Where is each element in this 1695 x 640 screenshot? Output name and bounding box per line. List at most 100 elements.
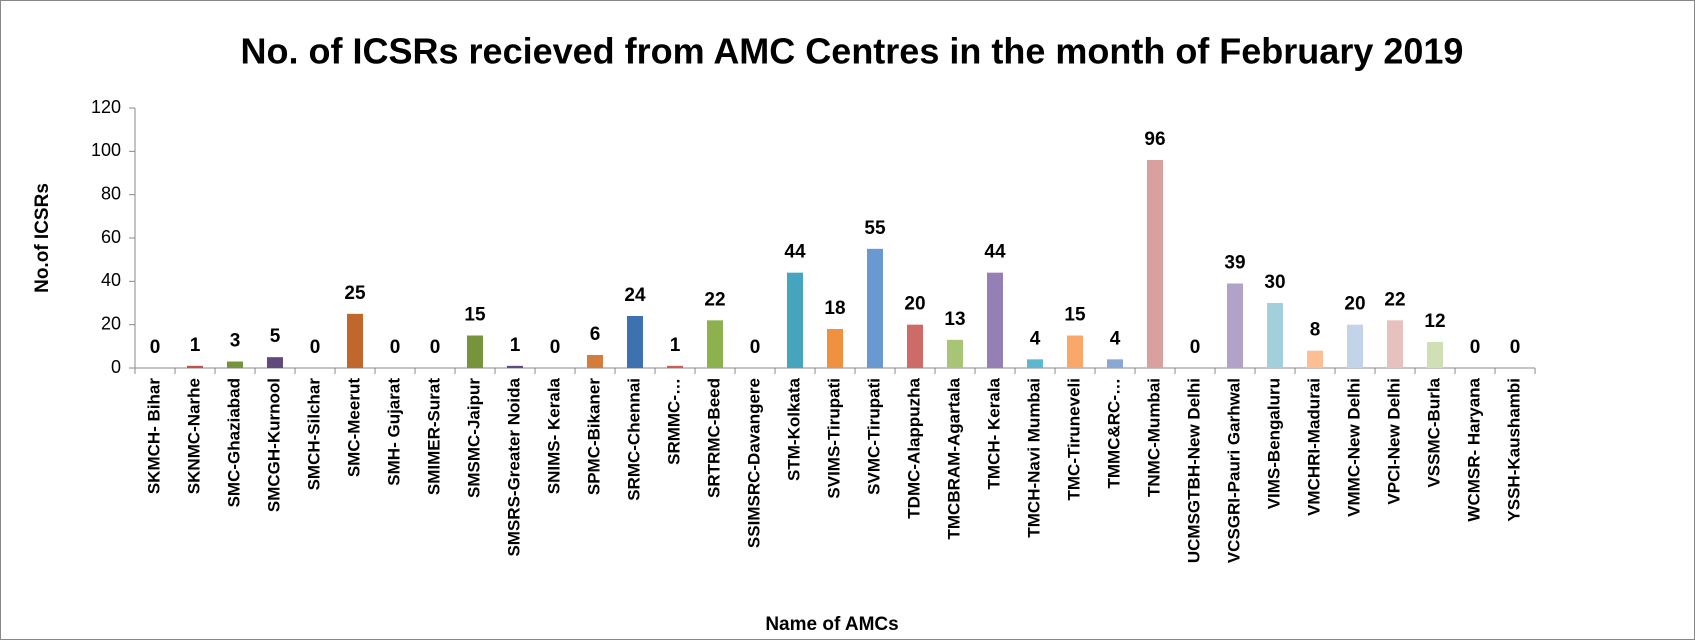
x-tick-label: TMCH- Kerala: [984, 377, 1003, 489]
x-tick-label: TMCBRAM-Agartala: [944, 377, 963, 539]
value-label: 0: [310, 337, 321, 358]
value-label: 0: [1190, 337, 1201, 358]
y-tick-label: 20: [101, 313, 121, 333]
value-label: 22: [1384, 289, 1405, 310]
value-label: 96: [1144, 129, 1165, 150]
bar: [1307, 350, 1323, 368]
bar: [867, 248, 883, 368]
value-label: 30: [1264, 272, 1285, 293]
x-tick-label: SMCH-Silchar: [304, 378, 323, 491]
bar: [667, 365, 683, 368]
value-label: 0: [550, 337, 561, 358]
x-tick-label: SMSMC-Jaipur: [464, 378, 483, 498]
value-label: 22: [704, 289, 725, 310]
bar: [987, 272, 1003, 368]
x-tick-label: SMIMER-Surat: [424, 378, 443, 495]
x-tick-label: TMCH-Navi Mumbai: [1024, 378, 1043, 538]
x-tick-label: SKNMC-Narhe: [184, 378, 203, 494]
bar: [507, 365, 523, 368]
value-label: 1: [190, 335, 201, 356]
x-tick-label: YSSH-Kaushambi: [1504, 378, 1523, 522]
value-label: 25: [344, 283, 366, 304]
x-tick-label: VIMS-Bengaluru: [1264, 378, 1283, 509]
y-tick-label: 120: [91, 97, 121, 117]
x-tick-label: SPMC-Bikaner: [584, 378, 603, 496]
bar: [1227, 283, 1243, 368]
bar: [267, 357, 283, 368]
bar: [1347, 324, 1363, 368]
x-tick-label: STM-Kolkata: [784, 377, 803, 481]
bar: [947, 339, 963, 368]
value-label: 20: [1344, 294, 1365, 315]
bar: [187, 365, 203, 368]
bar: [707, 320, 723, 368]
chart-title: No. of ICSRs recieved from AMC Centres i…: [241, 31, 1464, 72]
bar: [227, 361, 243, 368]
x-tick-label: VMMC-New Delhi: [1344, 378, 1363, 517]
y-tick-label: 40: [101, 270, 121, 290]
value-label: 1: [510, 335, 521, 356]
bar: [907, 324, 923, 368]
y-tick-label: 0: [111, 357, 121, 377]
x-tick-label: VSSMC-Burla: [1424, 377, 1443, 487]
x-tick-label: SNIMS- Kerala: [544, 377, 563, 494]
value-label: 12: [1424, 311, 1445, 332]
bar: [1147, 160, 1163, 368]
y-axis-label: No.of ICSRs: [32, 183, 53, 293]
x-tick-label: SMH- Gujarat: [384, 378, 403, 486]
bar: [787, 272, 803, 368]
x-tick-label: UCMSGTBH-New Delhi: [1184, 378, 1203, 563]
x-tick-label: VPCI-New Delhi: [1384, 378, 1403, 505]
value-label: 0: [1510, 337, 1521, 358]
value-label: 0: [150, 337, 161, 358]
x-tick-label: SRMMC-…: [664, 378, 683, 465]
bar: [587, 355, 603, 368]
x-tick-label: SVIMS-Tirupati: [824, 378, 843, 499]
value-label: 0: [390, 337, 401, 358]
value-label: 13: [944, 309, 965, 330]
x-tick-label: SSIMSRC-Davangere: [744, 378, 763, 548]
value-label: 0: [750, 337, 761, 358]
value-label: 39: [1224, 253, 1245, 274]
x-tick-label: VCSGRI-Pauri Garhwal: [1224, 378, 1243, 563]
value-label: 0: [430, 337, 441, 358]
x-tick-label: SRTRMC-Beed: [704, 378, 723, 498]
value-label: 44: [984, 242, 1006, 263]
value-label: 44: [784, 242, 806, 263]
x-tick-label: SKMCH- Bihar: [144, 378, 163, 495]
bar: [627, 316, 643, 368]
x-tick-label: VMCHRI-Madurai: [1304, 378, 1323, 516]
bar: [827, 329, 843, 368]
value-label: 55: [864, 218, 886, 239]
bar: [1067, 335, 1083, 368]
value-label: 4: [1110, 328, 1121, 349]
bar: [1267, 303, 1283, 368]
value-label: 6: [590, 324, 601, 345]
bar: [1027, 359, 1043, 368]
bar: [1107, 359, 1123, 368]
value-label: 24: [624, 285, 646, 306]
value-label: 15: [1064, 305, 1086, 326]
bar: [467, 335, 483, 368]
x-tick-label: TMMC&RC-…: [1104, 378, 1123, 488]
y-tick-label: 80: [101, 183, 121, 203]
value-label: 3: [230, 331, 241, 352]
value-label: 1: [670, 335, 681, 356]
bar: [347, 313, 363, 368]
x-tick-label: SMSRS-Greater Noida: [504, 377, 523, 556]
value-label: 18: [824, 298, 845, 319]
x-tick-label: TNMC-Mumbai: [1144, 378, 1163, 497]
x-tick-label: SMC-Ghaziabad: [224, 378, 243, 507]
x-axis-label: Name of AMCs: [765, 614, 898, 635]
value-label: 8: [1310, 320, 1321, 341]
y-tick-label: 100: [91, 140, 121, 160]
x-tick-label: TMC-Tiruneveli: [1064, 378, 1083, 500]
y-tick-label: 60: [101, 227, 121, 247]
x-tick-label: WCMSR- Haryana: [1464, 377, 1483, 521]
value-label: 20: [904, 294, 925, 315]
bar: [1387, 320, 1403, 368]
value-label: 4: [1030, 328, 1041, 349]
value-label: 15: [464, 305, 486, 326]
